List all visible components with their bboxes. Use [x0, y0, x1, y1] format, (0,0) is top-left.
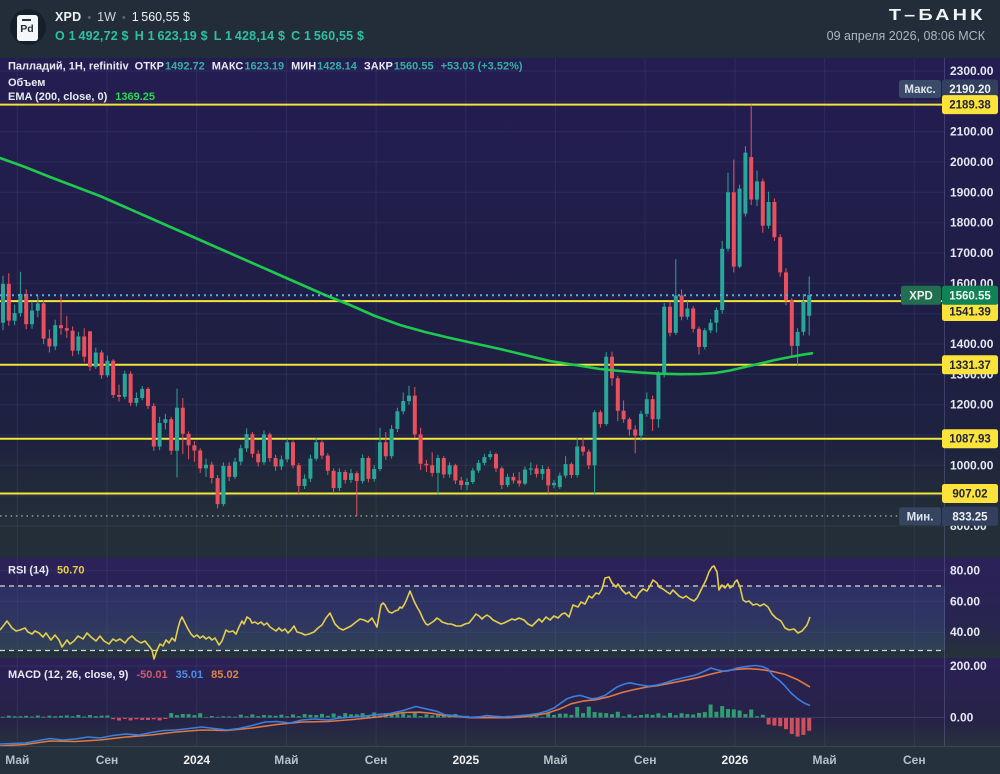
- svg-text:40.00: 40.00: [950, 625, 980, 639]
- svg-text:2000.00: 2000.00: [950, 155, 994, 169]
- svg-text:Май: Май: [543, 753, 567, 767]
- svg-text:2100.00: 2100.00: [950, 125, 994, 139]
- svg-text:1800.00: 1800.00: [950, 216, 994, 230]
- svg-text:Объем: Объем: [8, 77, 45, 89]
- svg-text:1400.00: 1400.00: [950, 337, 994, 351]
- svg-text:80.00: 80.00: [950, 564, 980, 578]
- svg-text:Мин.: Мин.: [907, 511, 934, 523]
- svg-text:MACD (12, 26, close, 9)-50.013: MACD (12, 26, close, 9) -50.01 35.01 85.02: [8, 669, 239, 681]
- svg-text:RSI (14)50.70: RSI (14) 50.70: [8, 565, 85, 577]
- svg-text:1331.37: 1331.37: [949, 360, 991, 372]
- svg-text:60.00: 60.00: [950, 594, 980, 608]
- svg-text:1000.00: 1000.00: [950, 458, 994, 472]
- svg-text:Сен: Сен: [365, 753, 388, 767]
- svg-text:1541.39: 1541.39: [949, 307, 991, 319]
- svg-text:Май: Май: [274, 753, 298, 767]
- svg-text:Сен: Сен: [634, 753, 657, 767]
- svg-text:0.00: 0.00: [950, 711, 974, 725]
- svg-text:XPD: XPD: [909, 290, 933, 302]
- svg-text:1700.00: 1700.00: [950, 246, 994, 260]
- svg-text:Макс.: Макс.: [904, 84, 935, 96]
- svg-text:833.25: 833.25: [952, 511, 988, 523]
- svg-text:Май: Май: [5, 753, 29, 767]
- svg-text:1560.55: 1560.55: [949, 290, 991, 302]
- svg-text:1087.93: 1087.93: [949, 434, 991, 446]
- svg-text:200.00: 200.00: [950, 659, 987, 673]
- svg-text:2190.20: 2190.20: [949, 84, 991, 96]
- svg-text:2025: 2025: [452, 753, 479, 767]
- svg-text:1900.00: 1900.00: [950, 185, 994, 199]
- svg-text:Май: Май: [812, 753, 836, 767]
- svg-text:Сен: Сен: [903, 753, 926, 767]
- svg-text:2026: 2026: [722, 753, 749, 767]
- svg-text:2024: 2024: [183, 753, 210, 767]
- svg-text:2300.00: 2300.00: [950, 64, 994, 78]
- svg-text:EMA (200, close, 0)1369.25: EMA (200, close, 0) 1369.25: [8, 91, 155, 103]
- svg-text:2189.38: 2189.38: [949, 100, 991, 112]
- svg-text:1200.00: 1200.00: [950, 398, 994, 412]
- svg-text:907.02: 907.02: [952, 489, 987, 501]
- svg-text:Сен: Сен: [96, 753, 119, 767]
